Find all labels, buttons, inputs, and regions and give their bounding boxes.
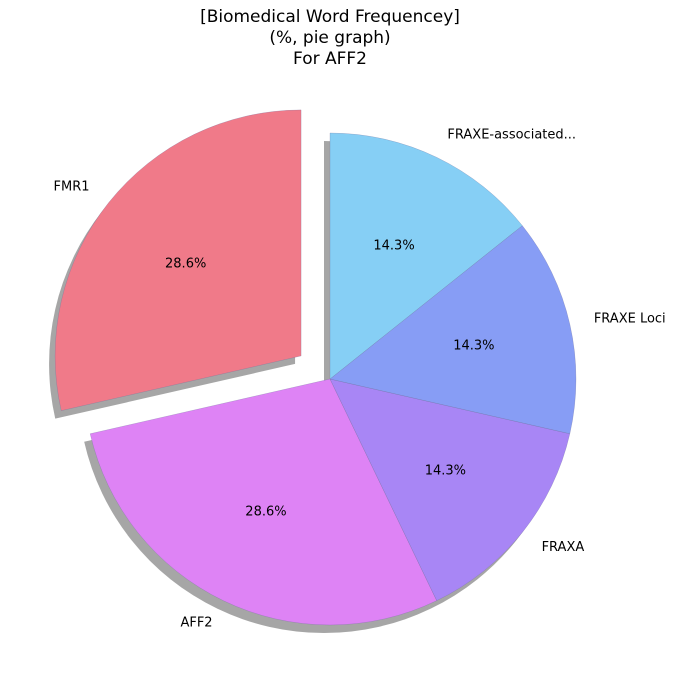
chart-title: [Biomedical Word Frequencey] (%, pie gra… — [200, 7, 460, 69]
chart-title-line-3: For AFF2 — [293, 49, 367, 69]
slice-label-fraxa: FRAXA — [542, 540, 585, 555]
slice-percent-aff2: 28.6% — [245, 504, 286, 519]
pie-slices — [54, 109, 577, 626]
slice-percent-fmr1: 28.6% — [165, 256, 206, 271]
slice-percent-fraxe-associated: 14.3% — [373, 239, 414, 254]
slice-labels: FMR1 28.6% AFF2 28.6% FRAXA 14.3% FRAXE Loci 14… — [54, 128, 666, 631]
slice-label-aff2: AFF2 — [180, 615, 212, 630]
slice-label-fraxe-associated: FRAXE-associated... — [447, 128, 576, 143]
slice-label-fraxe-loci: FRAXE Loci — [594, 311, 666, 326]
pie-slice-fraxe-loci — [329, 225, 577, 434]
slice-percent-fraxa: 14.3% — [425, 464, 466, 479]
slice-label-fmr1: FMR1 — [54, 180, 90, 195]
pie-slice-aff2 — [89, 378, 438, 626]
pie-slice-fraxe-associated — [329, 132, 523, 380]
pie-slice-fmr1 — [54, 109, 302, 411]
pie-slice-fraxa — [329, 378, 571, 601]
chart-title-line-1: [Biomedical Word Frequencey] — [200, 7, 460, 27]
slice-percent-fraxe-loci: 14.3% — [453, 339, 494, 354]
chart-title-line-2: (%, pie graph) — [269, 28, 390, 48]
